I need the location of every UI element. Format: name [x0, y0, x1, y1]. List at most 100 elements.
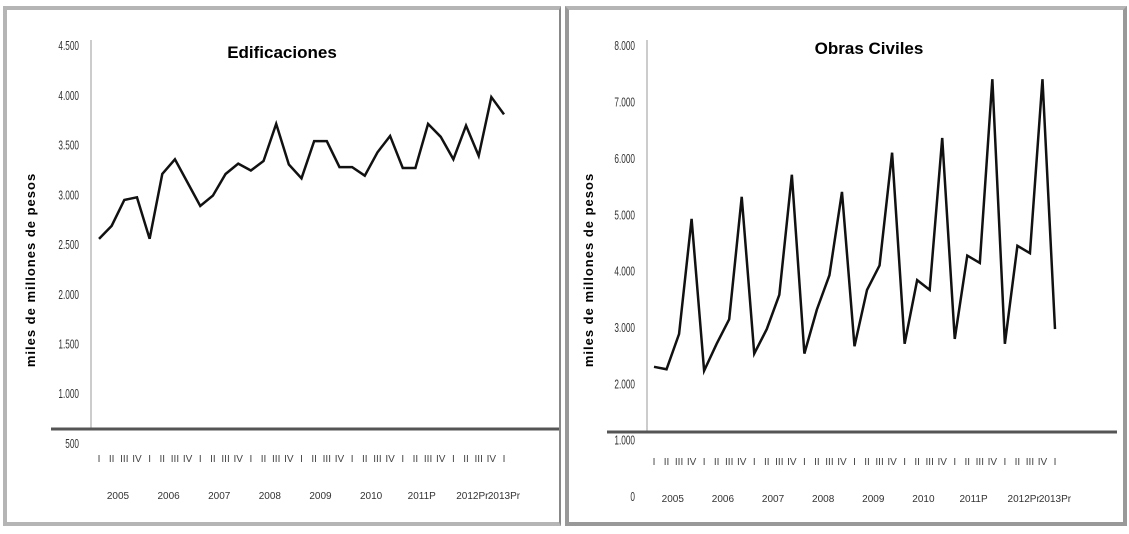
obras-civiles-chart: Obras Civiles miles de millones de pesos…: [581, 39, 1117, 505]
x-quarter-label: III: [323, 454, 331, 465]
x-quarter-label: I: [953, 457, 956, 468]
y-tick-label: 6.000: [614, 152, 635, 166]
chart-title: Obras Civiles: [815, 39, 924, 58]
y-tick-label: 3.500: [58, 139, 79, 153]
series-line: [98, 94, 506, 240]
y-tick-label: 0: [630, 490, 635, 504]
x-quarter-label: I: [853, 457, 856, 468]
x-quarter-label: II: [413, 454, 419, 465]
x-quarter-label: III: [272, 454, 280, 465]
x-year-label: 2010: [360, 491, 383, 502]
x-quarter-label: III: [373, 454, 381, 465]
x-quarter-label: II: [261, 454, 267, 465]
x-quarter-label: IV: [284, 454, 294, 465]
x-quarter-label: IV: [183, 454, 193, 465]
y-tick-label: 1.500: [58, 338, 79, 352]
x-year-label: 2012Pr: [456, 491, 489, 502]
x-quarter-label: IV: [937, 457, 947, 468]
x-quarter-label: I: [503, 454, 506, 465]
y-tick-label: 2.000: [614, 378, 635, 392]
x-quarter-label: III: [1026, 457, 1034, 468]
y-axis-label: miles de millones de pesos: [23, 173, 38, 367]
edificaciones-chart-panel: Edificaciones miles de millones de pesos…: [3, 6, 561, 526]
x-quarter-label: I: [249, 454, 252, 465]
chart-title: Edificaciones: [227, 43, 337, 62]
x-year-label: 2009: [862, 494, 885, 505]
x-year-label: 2005: [662, 494, 685, 505]
x-quarter-label: I: [1003, 457, 1006, 468]
x-quarter-label: I: [401, 454, 404, 465]
x-quarter-label: II: [362, 454, 368, 465]
x-year-label: 2010: [912, 494, 935, 505]
y-tick-label: 2.500: [58, 238, 79, 252]
y-tick-label: 1.000: [614, 434, 635, 448]
x-quarter-label: IV: [887, 457, 897, 468]
y-axis-label: miles de millones de pesos: [581, 173, 596, 367]
x-quarter-label: III: [775, 457, 783, 468]
x-year-label: 2013Pr: [1039, 494, 1072, 505]
x-quarter-label: II: [664, 457, 670, 468]
x-quarter-label: II: [814, 457, 820, 468]
x-quarter-label: III: [675, 457, 683, 468]
x-quarter-label: I: [753, 457, 756, 468]
y-tick-label: 4.000: [58, 89, 79, 103]
x-quarter-label: IV: [487, 454, 497, 465]
x-quarter-label: IV: [436, 454, 446, 465]
y-tick-label: 7.000: [614, 96, 635, 110]
x-quarter-label: III: [875, 457, 883, 468]
x-quarter-label: I: [300, 454, 303, 465]
x-year-label: 2011P: [959, 494, 988, 505]
x-quarter-label: I: [703, 457, 706, 468]
edificaciones-chart: Edificaciones miles de millones de pesos…: [23, 40, 559, 502]
y-tick-label: 4.000: [614, 265, 635, 279]
x-year-label: 2006: [157, 491, 180, 502]
x-year-label: 2012Pr: [1008, 494, 1041, 505]
x-quarter-label: I: [98, 454, 101, 465]
x-quarter-label: IV: [1038, 457, 1048, 468]
x-quarter-label: III: [725, 457, 733, 468]
y-tick-label: 5.000: [614, 209, 635, 223]
x-quarter-label: IV: [737, 457, 747, 468]
x-year-label: 2007: [208, 491, 231, 502]
x-quarter-label: I: [351, 454, 354, 465]
x-quarter-label: I: [452, 454, 455, 465]
y-tick-label: 1.000: [58, 388, 79, 402]
x-quarter-label: IV: [132, 454, 142, 465]
x-quarter-label: III: [221, 454, 229, 465]
x-quarter-label: II: [210, 454, 216, 465]
x-year-label: 2006: [712, 494, 735, 505]
x-quarter-label: II: [463, 454, 469, 465]
y-tick-label: 500: [65, 437, 79, 451]
x-quarter-label: III: [475, 454, 483, 465]
x-quarter-label: II: [311, 454, 317, 465]
x-quarter-label: II: [864, 457, 870, 468]
x-quarter-label: II: [109, 454, 115, 465]
x-quarter-label: IV: [385, 454, 395, 465]
obras-civiles-chart-panel: Obras Civiles miles de millones de pesos…: [565, 6, 1127, 526]
x-quarter-label: II: [965, 457, 971, 468]
x-quarter-label: I: [148, 454, 151, 465]
x-quarter-label: IV: [988, 457, 998, 468]
x-quarter-label: III: [424, 454, 432, 465]
x-quarter-label: I: [803, 457, 806, 468]
x-quarter-label: IV: [787, 457, 797, 468]
x-quarter-label: I: [1054, 457, 1057, 468]
x-quarter-label: II: [1015, 457, 1021, 468]
x-quarter-label: IV: [687, 457, 697, 468]
x-quarter-label: I: [653, 457, 656, 468]
x-quarter-label: III: [976, 457, 984, 468]
y-tick-label: 8.000: [614, 40, 635, 54]
x-year-label: 2013Pr: [488, 491, 521, 502]
x-year-label: 2009: [309, 491, 332, 502]
y-tick-label: 2.000: [58, 288, 79, 302]
x-quarter-label: I: [199, 454, 202, 465]
x-quarter-label: IV: [233, 454, 243, 465]
x-quarter-label: I: [903, 457, 906, 468]
y-tick-label: 4.500: [58, 40, 79, 54]
x-quarter-label: IV: [837, 457, 847, 468]
x-year-label: 2011P: [408, 491, 437, 502]
x-year-label: 2008: [812, 494, 835, 505]
x-quarter-label: III: [120, 454, 128, 465]
x-quarter-label: II: [914, 457, 920, 468]
x-quarter-label: IV: [335, 454, 345, 465]
